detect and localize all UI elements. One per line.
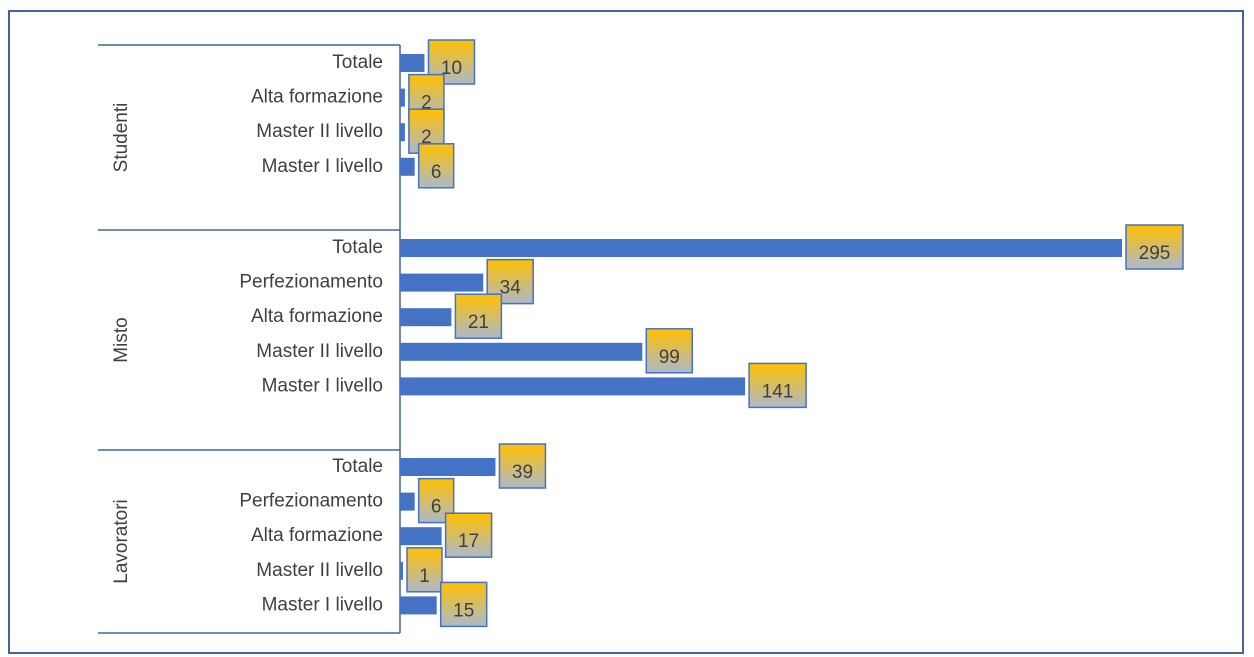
bar [400,123,405,142]
data-label: 34 [500,278,522,299]
bar [400,342,643,361]
data-label: 10 [441,58,462,79]
data-label: 1 [419,566,430,587]
bar [400,596,437,615]
data-label: 39 [512,462,533,483]
bar [400,239,1122,257]
labels-layer: 10 2 2 6 295 34 21 99 141 39 6 17 1 15 [406,39,1184,628]
bar [400,308,452,327]
bar [400,88,405,107]
category-label: Totale [332,52,383,73]
bars-layer [400,54,1122,615]
bar [400,561,403,580]
category-label: Master I livello [262,375,383,396]
data-label: 141 [762,381,794,402]
category-label: Master II livello [256,341,383,362]
bar [400,157,415,176]
category-label: Master I livello [262,594,383,615]
bar [400,273,484,292]
group-label: Lavoratori [111,499,132,584]
chart-frame [8,10,1244,654]
category-label: Totale [332,237,383,258]
data-label-box [645,328,694,374]
group-label: Studenti [111,103,132,173]
data-label-box [439,581,488,628]
axis-layer: Studenti Totale Alta formazione Master II l… [98,44,401,634]
data-label-box [406,547,443,593]
category-label: Alta formazione [251,87,383,108]
category-label: Perfezionamento [239,491,383,512]
category-label: Perfezionamento [239,272,383,293]
bar [400,492,415,511]
bar [400,54,425,72]
category-label: Master I livello [262,156,383,177]
data-label: 2 [421,93,432,114]
data-label: 17 [458,531,479,552]
data-label: 15 [453,600,474,621]
bar [400,458,496,476]
category-label: Alta formazione [251,525,383,546]
data-label-box [1125,224,1184,270]
bar [400,527,442,546]
data-label: 99 [659,347,680,368]
data-label-box [748,362,807,409]
data-label-box [454,293,503,339]
data-label: 295 [1139,243,1171,264]
data-label: 21 [468,312,489,333]
group-label: Misto [111,317,132,362]
bar [400,377,746,396]
data-label-box [427,39,476,85]
category-label: Master II livello [256,121,383,142]
data-label-box [498,443,547,489]
category-label: Alta formazione [251,306,383,327]
data-label: 6 [431,162,442,183]
category-label: Master II livello [256,560,383,581]
data-label: 2 [421,127,432,148]
category-label: Totale [332,456,383,477]
data-label-box [444,512,493,558]
data-label-box [417,143,455,189]
data-label: 6 [431,497,442,518]
